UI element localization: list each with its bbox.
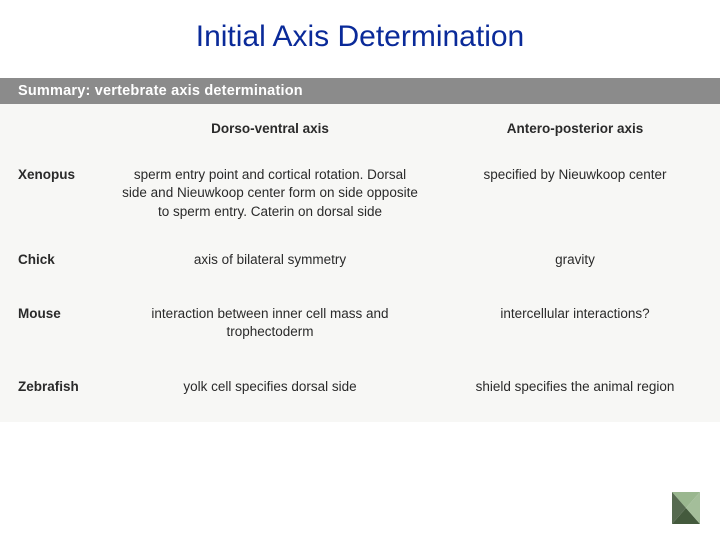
axis-table-container: Dorso-ventral axis Antero-posterior axis… [0,104,720,422]
cell-species: Zebrafish [0,368,110,422]
cell-ap: intercellular interactions? [430,295,720,367]
cell-dv: axis of bilateral symmetry [110,241,430,295]
cell-ap: specified by Nieuwkoop center [430,156,720,241]
cell-dv: yolk cell specifies dorsal side [110,368,430,422]
cell-dv: interaction between inner cell mass and … [110,295,430,367]
col-header-species [0,104,110,156]
col-header-ap: Antero-posterior axis [430,104,720,156]
table-row: Xenopus sperm entry point and cortical r… [0,156,720,241]
cell-ap: gravity [430,241,720,295]
cell-species: Xenopus [0,156,110,241]
hourglass-icon [666,488,706,528]
table-header-row: Dorso-ventral axis Antero-posterior axis [0,104,720,156]
cell-dv: sperm entry point and cortical rotation.… [110,156,430,241]
table-row: Zebrafish yolk cell specifies dorsal sid… [0,368,720,422]
col-header-dv: Dorso-ventral axis [110,104,430,156]
cell-species: Chick [0,241,110,295]
table-row: Chick axis of bilateral symmetry gravity [0,241,720,295]
axis-table: Dorso-ventral axis Antero-posterior axis… [0,104,720,422]
summary-bar: Summary: vertebrate axis determination [0,78,720,104]
table-row: Mouse interaction between inner cell mas… [0,295,720,367]
slide-title: Initial Axis Determination [0,0,720,78]
cell-ap: shield specifies the animal region [430,368,720,422]
cell-species: Mouse [0,295,110,367]
